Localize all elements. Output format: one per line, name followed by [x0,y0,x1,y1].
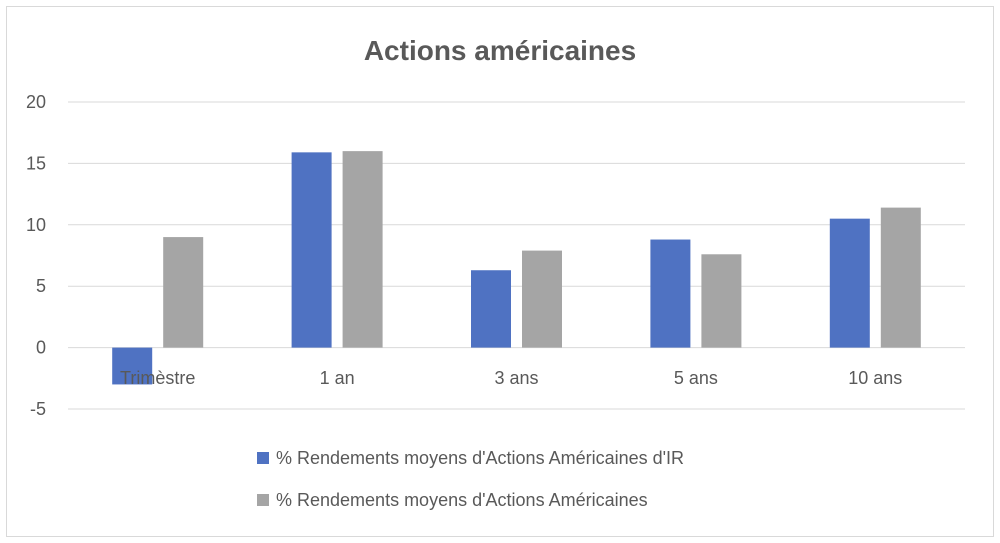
bar [112,347,153,385]
legend-swatch [257,452,269,464]
y-axis-ticks: 20 15 10 5 0 -5 [26,92,46,419]
bar [522,250,562,348]
y-tick-label: 10 [26,215,46,235]
x-category-label: 5 ans [674,368,718,388]
bar [701,254,742,348]
legend-swatch [257,494,269,506]
x-category-label: 1 an [320,368,355,388]
gridlines [68,101,965,410]
bars [112,151,921,385]
legend-label: % Rendements moyens d'Actions Américaine… [276,490,648,510]
bar [291,152,332,348]
bar [163,237,204,348]
x-axis-categories: Trimèstre 1 an 3 ans 5 ans 10 ans [120,368,902,388]
legend-label: % Rendements moyens d'Actions Américaine… [276,448,684,468]
y-tick-label: -5 [30,399,46,419]
chart-title: Actions américaines [364,35,636,66]
bar [880,207,921,348]
y-tick-label: 20 [26,92,46,112]
y-tick-label: 0 [36,338,46,358]
bar [342,151,383,348]
y-tick-label: 15 [26,153,46,173]
bar [650,239,691,348]
x-category-label: 3 ans [494,368,538,388]
bar [829,218,870,348]
x-category-label: Trimèstre [120,368,195,388]
bar [471,270,511,348]
legend: % Rendements moyens d'Actions Américaine… [257,448,684,510]
y-tick-label: 5 [36,276,46,296]
x-category-label: 10 ans [848,368,902,388]
